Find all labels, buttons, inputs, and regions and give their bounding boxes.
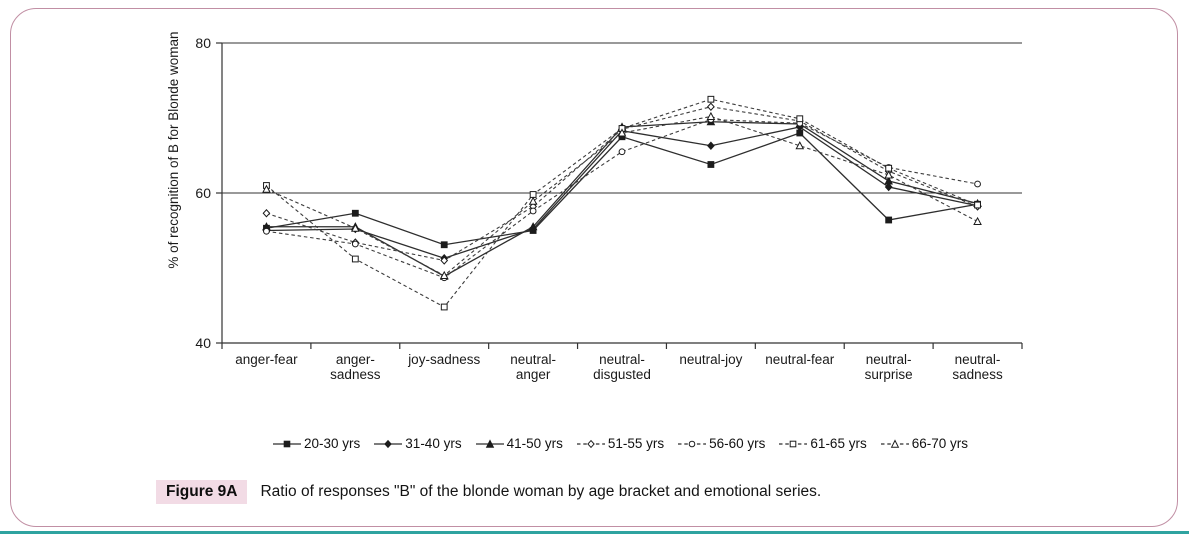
legend-item-56-60-yrs: 56-60 yrs <box>677 436 765 451</box>
chart-legend: 20-30 yrs 31-40 yrs 41-50 yrs 51-55 yrs 56-6… <box>180 436 1060 451</box>
page-bottom-accent-bar <box>0 531 1189 534</box>
legend-item-20-30-yrs: 20-30 yrs <box>272 436 360 451</box>
series-marker-61-65-yrs <box>796 115 804 123</box>
series-marker-61-65-yrs <box>707 95 715 103</box>
series-marker-51-55-yrs <box>707 102 715 111</box>
x-category-label: joy-sadness <box>407 352 480 367</box>
legend-label: 51-55 yrs <box>607 436 665 451</box>
series-marker-56-60-yrs <box>351 240 359 248</box>
series-marker-66-70-yrs <box>262 184 271 193</box>
legend-swatch-open-circle-icon <box>678 440 707 447</box>
legend-swatch-filled-diamond-icon <box>374 439 403 448</box>
figure-caption-row: Figure 9A Ratio of responses "B" of the … <box>156 480 821 504</box>
series-marker-66-70-yrs <box>973 216 982 225</box>
legend-label: 41-50 yrs <box>506 436 563 451</box>
legend-item-61-65-yrs: 61-65 yrs <box>778 436 867 451</box>
chart-plot-area: 40 60 80 anger-fear anger-sadness joy-sadness… <box>166 31 1023 382</box>
series-marker-51-55-yrs <box>440 256 449 265</box>
legend-label: 31-40 yrs <box>405 436 462 451</box>
series-marker-66-70-yrs <box>617 128 627 137</box>
legend-item-51-55-yrs: 51-55 yrs <box>576 436 664 451</box>
legend-item-66-70-yrs: 66-70 yrs <box>880 436 968 451</box>
series-marker-56-60-yrs <box>263 227 270 235</box>
legend-label: 20-30 yrs <box>304 436 361 451</box>
legend-swatch-filled-square-icon <box>273 440 302 447</box>
series-line-56-60-yrs <box>266 118 978 279</box>
series-marker-20-30-yrs <box>707 161 715 168</box>
series-marker-56-60-yrs <box>618 148 626 156</box>
legend-item-31-40-yrs: 31-40 yrs <box>373 436 462 451</box>
figure-caption-text: Ratio of responses "B" of the blonde wom… <box>260 483 822 500</box>
series-line-66-70-yrs <box>266 115 978 277</box>
series-marker-66-70-yrs <box>795 141 805 150</box>
legend-item-41-50-yrs: 41-50 yrs <box>475 436 563 451</box>
series-marker-56-60-yrs <box>529 207 537 215</box>
series-marker-66-70-yrs <box>528 196 538 205</box>
series-marker-66-70-yrs <box>439 270 449 279</box>
x-category-label: neutral-surprise <box>865 352 913 382</box>
y-tick-label-60: 60 <box>195 185 211 201</box>
series-marker-61-65-yrs <box>974 201 981 209</box>
y-tick-label-40: 40 <box>195 335 211 351</box>
legend-label: 66-70 yrs <box>911 436 968 451</box>
legend-label: 61-65 yrs <box>810 436 867 451</box>
series-marker-31-40-yrs <box>884 182 893 192</box>
series-marker-66-70-yrs <box>884 170 893 179</box>
series-marker-51-55-yrs <box>262 209 271 218</box>
x-category-label: anger-fear <box>235 352 298 367</box>
series-marker-66-70-yrs <box>351 223 360 232</box>
series-marker-41-50-yrs <box>884 176 893 185</box>
series-marker-66-70-yrs <box>706 111 716 120</box>
x-category-label: neutral-anger <box>510 352 556 382</box>
legend-swatch-open-square-icon <box>779 440 808 447</box>
legend-swatch-filled-triangle-icon <box>475 438 504 448</box>
y-tick-label-80: 80 <box>195 35 211 51</box>
series-line-41-50-yrs <box>266 121 978 277</box>
x-category-label: neutral-fear <box>765 352 835 367</box>
series-marker-61-65-yrs <box>529 191 537 198</box>
series-marker-61-65-yrs <box>885 164 893 172</box>
figure-label: Figure 9A <box>156 480 248 504</box>
y-axis-title: % of recognition of B for Blonde woman <box>166 31 181 268</box>
legend-swatch-open-diamond-icon <box>576 439 605 448</box>
series-marker-56-60-yrs <box>974 180 981 188</box>
x-category-label: neutral-sadness <box>952 352 1003 382</box>
series-marker-31-40-yrs <box>707 141 715 150</box>
series-marker-61-65-yrs <box>351 255 359 263</box>
series-marker-20-30-yrs <box>440 241 448 249</box>
x-category-label: anger-sadness <box>330 352 381 382</box>
series-marker-20-30-yrs <box>885 216 893 224</box>
series-marker-41-50-yrs <box>528 222 538 231</box>
x-category-label: neutral-disgusted <box>593 352 651 382</box>
legend-swatch-open-triangle-icon <box>880 438 909 448</box>
legend-label: 56-60 yrs <box>709 436 766 451</box>
series-marker-61-65-yrs <box>440 303 448 311</box>
x-category-label: neutral-joy <box>679 352 742 367</box>
series-marker-20-30-yrs <box>351 209 359 217</box>
